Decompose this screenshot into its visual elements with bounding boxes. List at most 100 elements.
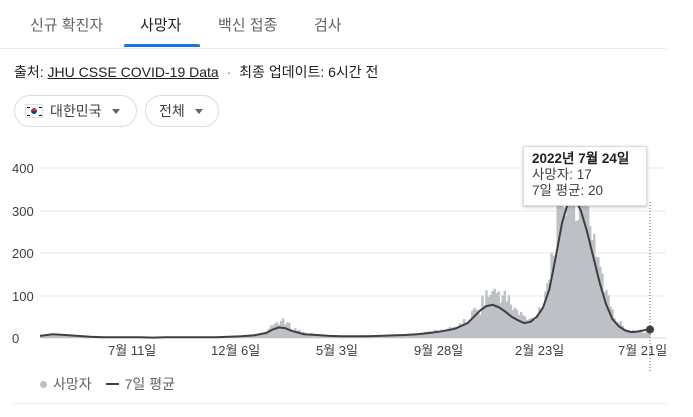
death-bar [393,335,397,338]
y-tick-400: 400 [12,161,34,176]
death-bar [399,334,403,338]
death-bar [322,335,326,338]
death-bar [542,308,545,338]
region-dropdown[interactable]: 대한민국 [14,95,137,127]
death-bar [566,201,570,338]
death-bar [613,318,616,338]
death-bar [438,331,441,338]
death-bar [570,150,574,338]
death-bar [558,183,561,338]
death-bar [519,311,523,338]
death-bar [316,335,319,338]
death-bar [489,294,492,338]
death-bar [623,328,626,338]
death-bar [645,331,649,338]
death-bar [499,302,502,338]
death-bar [408,334,411,338]
y-tick-0: 0 [12,331,19,346]
death-bar [544,291,547,338]
death-bar [467,321,470,338]
death-bar [257,333,260,338]
tooltip-date: 2022년 7월 24일 [532,151,630,166]
death-bar [422,332,425,338]
bar-legend-swatch [40,380,47,388]
death-bar [611,309,614,338]
death-bar [530,317,533,338]
death-bar [403,335,407,338]
death-bar [312,334,315,338]
region-value: 대한민국 [50,103,102,119]
source-link[interactable]: JHU CSSE COVID-19 Data [47,64,219,80]
death-bar [56,333,59,338]
death-bar [631,330,635,338]
death-bar [286,322,289,338]
death-bar [416,334,419,338]
tab-vaccinations[interactable]: 백신 접종 [218,17,278,34]
last-updated: 최종 업데이트: 6시간 전 [239,64,379,80]
death-bar [446,328,450,338]
death-bar [450,328,454,338]
deaths-chart[interactable]: 400 300 200 100 0 7월 11일 12월 6일 5월 3일 9월… [0,150,693,372]
death-bar [576,220,580,338]
death-bar [290,329,293,338]
korea-flag-icon [25,104,43,118]
separator: · [226,64,232,80]
y-tick-100: 100 [12,289,34,304]
death-bar [538,307,541,338]
chevron-down-icon [111,108,120,114]
x-tick-label: 2월 23일 [515,343,564,358]
death-bar [589,226,592,338]
death-bar [357,336,360,338]
death-bar [578,192,582,338]
chevron-down-icon [194,108,203,114]
death-bar [397,334,401,338]
death-bar [485,290,488,338]
death-bar [554,260,557,338]
death-bar [277,324,281,338]
scope-dropdown[interactable]: 전체 [145,95,219,127]
tab-deaths[interactable]: 사망자 [140,17,182,34]
death-bar [515,309,519,338]
death-bar [572,188,576,338]
death-bar [615,321,618,338]
death-bar [601,273,604,338]
death-bar [66,335,69,338]
tooltip-average: 7일 평균: 20 [532,183,604,198]
death-bar [259,333,263,338]
line-legend-label: 7일 평균 [124,376,175,392]
active-tab-indicator [124,44,200,47]
death-bar [503,290,507,338]
death-bar [593,233,596,338]
death-bar [505,301,509,338]
death-bar [418,334,421,338]
death-bar [580,164,584,338]
death-bar [550,252,553,338]
death-bar [454,328,458,338]
death-bar [493,288,496,338]
death-bar [381,335,385,338]
death-bar [444,329,448,338]
death-bar [603,292,606,338]
death-bar [406,334,409,338]
death-bar [54,334,57,338]
tab-tests[interactable]: 검사 [314,17,342,34]
death-bar [373,336,376,338]
death-bar [296,330,299,338]
death-bar [507,295,511,338]
tab-new-cases[interactable]: 신규 확진자 [30,17,104,34]
deaths-bars [40,150,651,338]
death-bar [279,320,283,338]
death-bar [552,255,555,338]
death-bar [58,334,61,338]
death-bar [383,335,387,338]
death-bar [609,306,612,338]
death-bar [432,332,435,338]
death-bar [562,207,565,338]
death-bar [68,335,71,338]
death-bar [595,256,598,338]
death-bar [556,197,559,338]
death-bar [560,176,563,338]
death-bar [436,330,439,338]
death-bar [517,314,521,338]
death-bar [568,195,572,338]
